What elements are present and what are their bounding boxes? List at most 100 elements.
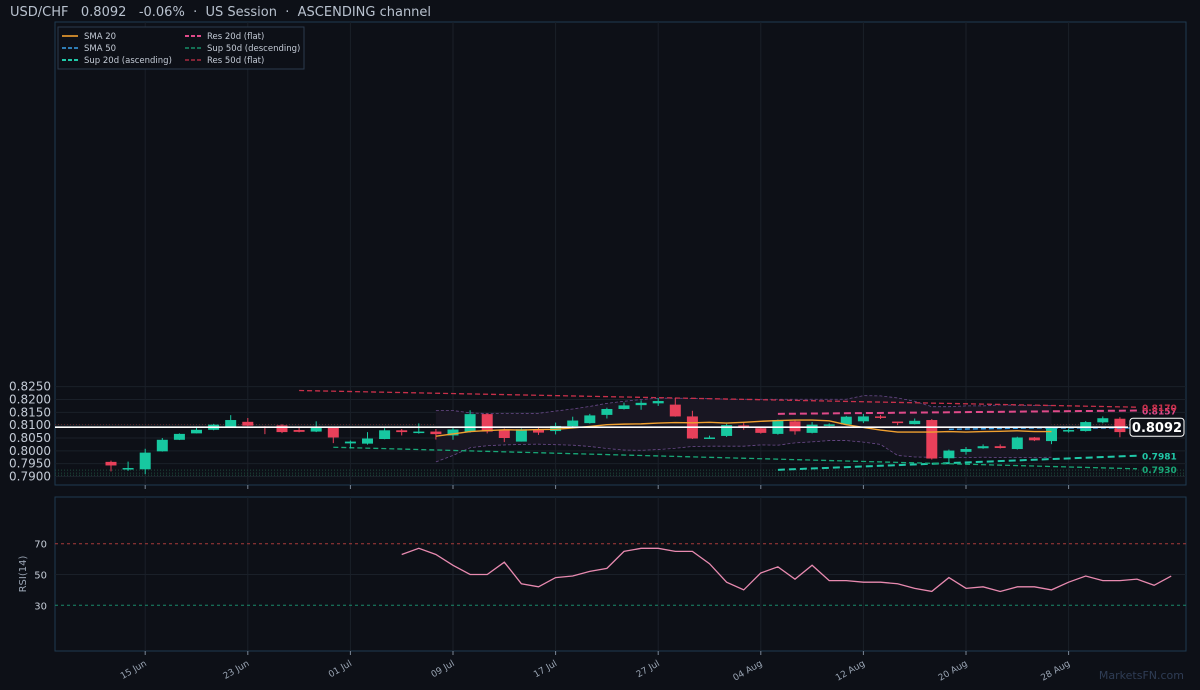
price-tick-label: 0.8200 — [9, 392, 51, 406]
legend-entry: SMA 20 — [84, 32, 116, 42]
candle-body — [823, 424, 835, 426]
trendline-label: 0.8157 — [1142, 408, 1177, 418]
candle-body — [892, 421, 904, 424]
symbol-label: USD/CHF — [10, 5, 69, 20]
candle-body — [293, 430, 305, 432]
candle-body — [515, 429, 527, 442]
x-tick-label: 23 Jun — [222, 659, 252, 682]
candle-body — [789, 421, 801, 432]
legend-entry: SMA 50 — [84, 44, 116, 54]
price-tick-label: 0.7950 — [9, 457, 51, 471]
candle-body — [498, 429, 510, 438]
last-price-label: 0.8092 — [80, 5, 127, 20]
price-tick-label: 0.8000 — [9, 444, 51, 458]
x-tick-label: 12 Aug — [834, 659, 867, 684]
rsi-tick-label: 30 — [34, 601, 47, 612]
rsi-tick-label: 50 — [34, 571, 47, 582]
legend-entry: Sup 50d (descending) — [207, 44, 300, 54]
candle-body — [396, 430, 408, 433]
candle-body — [242, 421, 254, 426]
x-tick-label: 09 Jul — [430, 659, 457, 680]
candle-body — [430, 431, 442, 435]
candle-body — [225, 420, 237, 427]
candle-body — [738, 425, 750, 427]
candle-body — [327, 427, 339, 438]
price-tick-label: 0.7900 — [9, 470, 51, 484]
candle-body — [550, 425, 562, 432]
candle-body — [1046, 427, 1057, 442]
candle-body — [447, 429, 459, 436]
price-tick-label: 0.8150 — [9, 405, 51, 419]
x-tick-label: 28 Aug — [1039, 659, 1072, 684]
candle-body — [840, 416, 852, 425]
price-tick-label: 0.8250 — [9, 380, 51, 394]
rsi-tick-label: 70 — [34, 540, 47, 551]
candle-body — [1114, 418, 1126, 433]
candle-body — [379, 430, 391, 440]
candle-body — [276, 425, 288, 433]
separator: · — [193, 5, 198, 20]
candle-body — [721, 425, 733, 436]
candle-body — [173, 433, 185, 440]
x-tick-label: 27 Jul — [635, 659, 662, 680]
candle-body — [960, 449, 972, 452]
rsi-axis-label: RSI(14) — [18, 556, 29, 593]
candle-body — [310, 427, 322, 432]
legend-entry: Sup 20d (ascending) — [84, 56, 172, 66]
x-tick-label: 15 Jun — [119, 659, 149, 682]
candle-body — [362, 438, 373, 444]
candle-body — [413, 431, 425, 434]
band-upper — [435, 395, 1052, 415]
candle-body — [122, 468, 134, 470]
sma20-line — [435, 419, 1052, 437]
candle-body — [669, 404, 681, 417]
change-label: -0.06% — [138, 5, 185, 20]
candle-body — [704, 437, 715, 439]
trendline-label: 0.8170 — [1142, 404, 1177, 414]
candle-body — [926, 420, 938, 459]
legend-entry: Res 20d (flat) — [207, 32, 264, 42]
chart-header: USD/CHF 0.8092 -0.06% · US Session · ASC… — [10, 5, 431, 20]
candle-body — [191, 429, 202, 434]
legend-box — [57, 26, 305, 70]
candle-body — [533, 429, 544, 433]
candle-body — [755, 428, 767, 433]
x-tick-label: 04 Aug — [732, 659, 765, 684]
x-tick-label: 01 Jul — [327, 659, 354, 680]
candle-body — [481, 414, 493, 432]
trendline-label: 0.7981 — [1142, 453, 1177, 463]
rsi-line — [401, 547, 1172, 593]
trendline-sup20 — [777, 454, 1138, 471]
candle-body — [344, 441, 356, 444]
session-label: US Session — [205, 5, 277, 20]
candle-body — [652, 401, 664, 404]
candle-body — [139, 452, 151, 470]
candle-body — [994, 446, 1006, 449]
price-tick-label: 0.8050 — [9, 431, 51, 445]
trendline-label: 0.7930 — [1142, 466, 1177, 476]
last-price-tag-label: 0.8092 — [1132, 421, 1182, 436]
candle-body — [1097, 418, 1109, 423]
candle-body — [156, 439, 168, 452]
separator: · — [285, 5, 290, 20]
candle-body — [857, 416, 869, 422]
legend-entry: Res 50d (flat) — [207, 56, 264, 66]
last-price-tag — [1129, 417, 1185, 437]
x-tick-label: 17 Jul — [532, 659, 559, 680]
trendline-res20 — [777, 409, 1138, 415]
candle-body — [567, 420, 579, 427]
candle-body — [584, 415, 596, 424]
trendline-res50 — [299, 389, 1138, 408]
x-tick-label: 20 Aug — [937, 659, 970, 684]
watermark: MarketsFN.com — [1098, 669, 1184, 682]
candle-body — [105, 461, 117, 466]
candle-body — [1028, 437, 1040, 441]
candle-body — [1011, 437, 1023, 450]
trendline-sup50 — [333, 446, 1138, 470]
candle-body — [977, 446, 989, 449]
candle-body — [943, 450, 955, 459]
price-tick-label: 0.8100 — [9, 418, 51, 432]
candle-body — [601, 408, 613, 415]
candle-body — [1063, 430, 1075, 432]
